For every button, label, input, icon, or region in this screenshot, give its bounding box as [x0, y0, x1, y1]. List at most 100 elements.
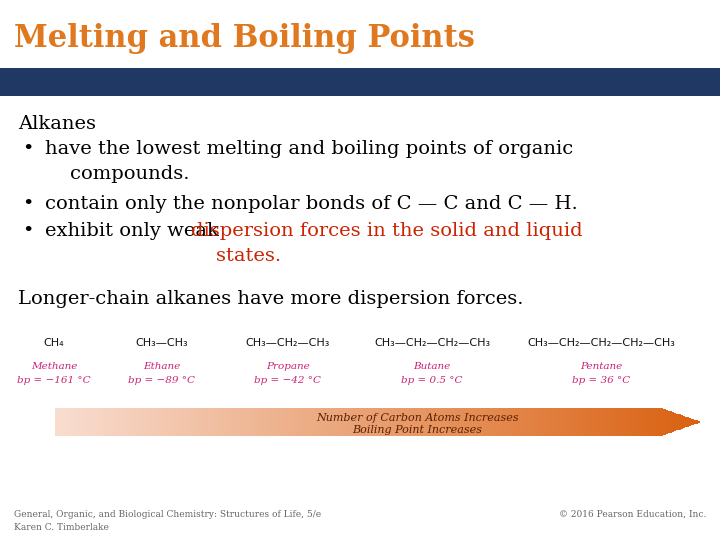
Polygon shape — [593, 408, 595, 436]
Polygon shape — [176, 408, 178, 436]
Polygon shape — [414, 408, 416, 436]
Polygon shape — [640, 408, 642, 436]
Polygon shape — [369, 408, 371, 436]
Polygon shape — [420, 408, 423, 436]
Polygon shape — [171, 408, 174, 436]
Polygon shape — [335, 408, 337, 436]
Polygon shape — [588, 408, 590, 436]
Polygon shape — [122, 408, 124, 436]
Polygon shape — [390, 408, 392, 436]
Bar — [0, 68, 720, 96]
Text: Ethane: Ethane — [143, 362, 181, 371]
Polygon shape — [184, 408, 186, 436]
Polygon shape — [218, 408, 220, 436]
Text: Alkanes: Alkanes — [18, 115, 96, 133]
Polygon shape — [498, 408, 500, 436]
Polygon shape — [451, 408, 453, 436]
Polygon shape — [141, 408, 143, 436]
Polygon shape — [462, 408, 464, 436]
Polygon shape — [311, 408, 313, 436]
Polygon shape — [70, 408, 72, 436]
Polygon shape — [642, 408, 644, 436]
Polygon shape — [517, 408, 519, 436]
Polygon shape — [59, 408, 61, 436]
Polygon shape — [683, 416, 685, 428]
Polygon shape — [698, 421, 700, 423]
Polygon shape — [113, 408, 115, 436]
Polygon shape — [408, 408, 410, 436]
Polygon shape — [667, 411, 670, 433]
Polygon shape — [182, 408, 184, 436]
Polygon shape — [305, 408, 307, 436]
Text: Pentane: Pentane — [580, 362, 622, 371]
Polygon shape — [276, 408, 279, 436]
Polygon shape — [386, 408, 388, 436]
Polygon shape — [638, 408, 640, 436]
Polygon shape — [83, 408, 85, 436]
Polygon shape — [569, 408, 571, 436]
Polygon shape — [199, 408, 201, 436]
Text: •: • — [22, 195, 33, 213]
Text: Propane: Propane — [266, 362, 310, 371]
Polygon shape — [627, 408, 629, 436]
Polygon shape — [403, 408, 405, 436]
Polygon shape — [349, 408, 351, 436]
Polygon shape — [492, 408, 494, 436]
Polygon shape — [674, 413, 676, 431]
Polygon shape — [55, 408, 57, 436]
Polygon shape — [453, 408, 455, 436]
Polygon shape — [240, 408, 242, 436]
Polygon shape — [135, 408, 137, 436]
Polygon shape — [96, 408, 98, 436]
Polygon shape — [634, 408, 636, 436]
Polygon shape — [360, 408, 362, 436]
Polygon shape — [586, 408, 588, 436]
Polygon shape — [610, 408, 612, 436]
Polygon shape — [285, 408, 287, 436]
Polygon shape — [536, 408, 539, 436]
Polygon shape — [485, 408, 487, 436]
Polygon shape — [558, 408, 560, 436]
Polygon shape — [156, 408, 158, 436]
Polygon shape — [356, 408, 358, 436]
Polygon shape — [446, 408, 449, 436]
Polygon shape — [388, 408, 390, 436]
Text: contain only the nonpolar bonds of C — C and C — H.: contain only the nonpolar bonds of C — C… — [45, 195, 577, 213]
Polygon shape — [279, 408, 281, 436]
Polygon shape — [220, 408, 222, 436]
Polygon shape — [78, 408, 81, 436]
Polygon shape — [392, 408, 395, 436]
Polygon shape — [519, 408, 521, 436]
Polygon shape — [169, 408, 171, 436]
Polygon shape — [608, 408, 610, 436]
Polygon shape — [203, 408, 205, 436]
Polygon shape — [235, 408, 238, 436]
Polygon shape — [599, 408, 601, 436]
Polygon shape — [341, 408, 343, 436]
Polygon shape — [436, 408, 438, 436]
Polygon shape — [102, 408, 104, 436]
Polygon shape — [225, 408, 227, 436]
Polygon shape — [487, 408, 490, 436]
Polygon shape — [373, 408, 375, 436]
Polygon shape — [191, 408, 193, 436]
Polygon shape — [483, 408, 485, 436]
Polygon shape — [76, 408, 78, 436]
Polygon shape — [689, 418, 691, 426]
Polygon shape — [222, 408, 225, 436]
Polygon shape — [663, 409, 665, 435]
Polygon shape — [500, 408, 503, 436]
Polygon shape — [636, 408, 638, 436]
Polygon shape — [186, 408, 189, 436]
Polygon shape — [625, 408, 627, 436]
Polygon shape — [399, 408, 401, 436]
Polygon shape — [210, 408, 212, 436]
Polygon shape — [74, 408, 76, 436]
Polygon shape — [259, 408, 261, 436]
Polygon shape — [100, 408, 102, 436]
Text: CH₃—CH₂—CH₂—CH₂—CH₃: CH₃—CH₂—CH₂—CH₂—CH₃ — [527, 338, 675, 348]
Polygon shape — [631, 408, 634, 436]
Polygon shape — [246, 408, 248, 436]
Polygon shape — [412, 408, 414, 436]
Text: © 2016 Pearson Education, Inc.: © 2016 Pearson Education, Inc. — [559, 510, 706, 519]
